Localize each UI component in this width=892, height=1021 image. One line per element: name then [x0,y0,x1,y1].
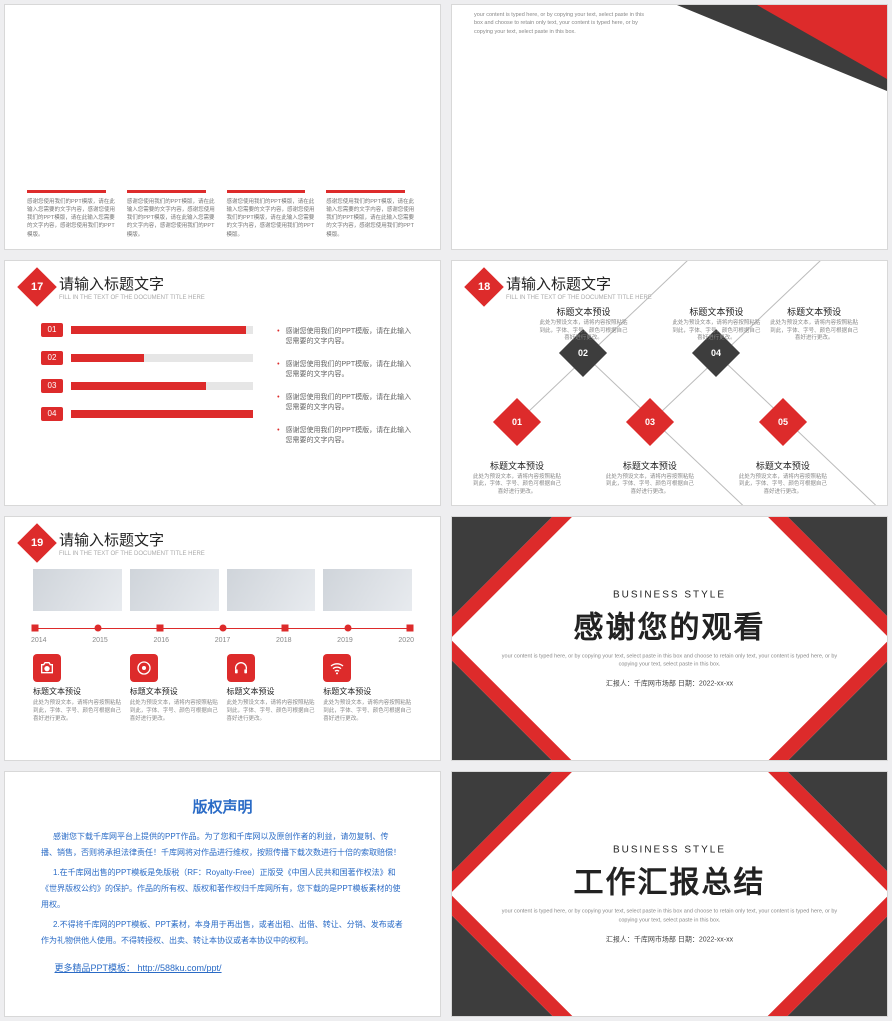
cover-eyebrow: BUSINESS STYLE [496,589,844,600]
flow-node: 05 [759,398,807,446]
bar-label: 02 [41,351,63,365]
timeline-dot [32,624,39,631]
icon-column: 标题文本预设此处为预设文本，请将内容按照粘贴到此，字体、字号、颜色可根据自己喜好… [323,654,412,724]
timeline-dot [94,624,101,631]
timeline-year: 2020 [398,637,414,644]
timeline-year: 2018 [276,637,292,644]
timeline-dot [157,624,164,631]
timeline-year: 2015 [92,637,108,644]
bar-label: 01 [41,323,63,337]
timeline-dot [344,624,351,631]
flow-label-bottom: 标题文本预设此处为预设文本，请将内容按照粘贴到此，字体、字号、颜色可根据自己喜好… [605,459,695,497]
top-col: 感谢您使用我们的PPT模版，请在此输入您需要的文字内容，感谢您使用我们的PPT模… [127,190,219,239]
slide-subtitle: FILL IN THE TEXT OF THE DOCUMENT TITLE H… [59,295,205,301]
copyright-p2: 1.在千库网出售的PPT模板是免版税（RF：Royalty-Free）正版受《中… [41,865,404,913]
note-item: 感谢您使用我们的PPT模版，请在此输入您需要的文字内容。 [277,327,412,348]
top-col: 感谢您使用我们的PPT模版，请在此输入您需要的文字内容，感谢您使用我们的PPT模… [227,190,319,239]
wifi-icon [323,654,351,682]
timeline-photo [323,569,412,611]
headphones-icon [227,654,255,682]
copyright-p1: 感谢您下载千库网平台上提供的PPT作品。为了您和千库网以及原创作者的利益，请勿复… [41,829,404,861]
timeline-photo [227,569,316,611]
slide-20-thanks: BUSINESS STYLE 感谢您的观看 your content is ty… [451,516,888,762]
timeline-year: 2019 [337,637,353,644]
flow-label-top: 标题文本预设此处为预设文本，请将内容按照粘贴到此，字体、字号、颜色可根据自己喜好… [769,305,859,343]
slide-title: 请输入标题文字 [506,273,652,294]
bar-row: 01 [41,323,253,337]
bar-row: 02 [41,351,253,365]
note-item: 感谢您使用我们的PPT模版，请在此输入您需要的文字内容。 [277,426,412,447]
flow-label-bottom: 标题文本预设此处为预设文本，请将内容按照粘贴到此，字体、字号、颜色可根据自己喜好… [738,459,828,497]
slide-19: 19 请输入标题文字 FILL IN THE TEXT OF THE DOCUM… [4,516,441,762]
timeline-year: 2014 [31,637,47,644]
cover-headline: 工作汇报总结 [496,858,844,902]
slide-17: 17 请输入标题文字 FILL IN THE TEXT OF THE DOCUM… [4,260,441,506]
cover-headline: 感谢您的观看 [496,602,844,646]
note-item: 感谢您使用我们的PPT模版，请在此输入您需要的文字内容。 [277,393,412,414]
slide-title: 请输入标题文字 [59,529,205,550]
slide-16-text: your content is typed here, or by copyin… [474,11,654,36]
slide-16-partial: your content is typed here, or by copyin… [451,4,888,250]
timeline-photo [130,569,219,611]
slide-21-copyright: 版权声明 感谢您下载千库网平台上提供的PPT作品。为了您和千库网以及原创作者的利… [4,771,441,1017]
cover-footer: 汇报人：千库网市场部 日期：2022-xx-xx [496,934,844,944]
slide-18: 18 请输入标题文字 FILL IN THE TEXT OF THE DOCUM… [451,260,888,506]
bar-track [71,326,253,334]
copyright-p3: 2.不得将千库网的PPT模板、PPT素材，本身用于再出售，或者出租、出借、转让、… [41,917,404,949]
bar-label: 04 [41,407,63,421]
flow-label-top: 标题文本预设此处为预设文本，请将内容按照粘贴到此，字体、字号、颜色可根据自己喜好… [538,305,628,343]
timeline-dot [407,624,414,631]
slide-15-partial: 感谢您使用我们的PPT模版，请在此输入您需要的文字内容，感谢您使用我们的PPT模… [4,4,441,250]
icon-column: 标题文本预设此处为预设文本，请将内容按照粘贴到此，字体、字号、颜色可根据自己喜好… [227,654,316,724]
bar-track [71,410,253,418]
bar-track [71,382,253,390]
cover-eyebrow: BUSINESS STYLE [496,845,844,856]
icon-column: 标题文本预设此处为预设文本，请将内容按照粘贴到此，字体、字号、颜色可根据自己喜好… [130,654,219,724]
flow-label-top: 标题文本预设此处为预设文本，请将内容按照粘贴到此，字体、字号、颜色可根据自己喜好… [671,305,761,343]
copyright-link[interactable]: 更多精品PPT模板： http://588ku.com/ppt/ [41,959,404,977]
top-col: 感谢您使用我们的PPT模版，请在此输入您需要的文字内容，感谢您使用我们的PPT模… [326,190,418,239]
slide-number-diamond: 19 [17,523,57,563]
slide-subtitle: FILL IN THE TEXT OF THE DOCUMENT TITLE H… [59,551,205,557]
bar-label: 03 [41,379,63,393]
slide-subtitle: FILL IN THE TEXT OF THE DOCUMENT TITLE H… [506,295,652,301]
cover-sub: your content is typed here, or by copyin… [496,652,844,669]
copyright-title: 版权声明 [41,796,404,817]
bar-track [71,354,253,362]
slide-number-diamond: 17 [17,267,57,307]
top-col: 感谢您使用我们的PPT模版，请在此输入您需要的文字内容，感谢您使用我们的PPT模… [27,190,119,239]
camera-icon [33,654,61,682]
timeline-year: 2016 [153,637,169,644]
disc-icon [130,654,158,682]
bar-row: 04 [41,407,253,421]
bar-row: 03 [41,379,253,393]
timeline-dot [282,624,289,631]
cover-footer: 汇报人：千库网市场部 日期：2022-xx-xx [496,678,844,688]
note-item: 感谢您使用我们的PPT模版，请在此输入您需要的文字内容。 [277,360,412,381]
timeline-year: 2017 [215,637,231,644]
icon-column: 标题文本预设此处为预设文本，请将内容按照粘贴到此，字体、字号、颜色可根据自己喜好… [33,654,122,724]
flow-label-bottom: 标题文本预设此处为预设文本，请将内容按照粘贴到此，字体、字号、颜色可根据自己喜好… [472,459,562,497]
cover-sub: your content is typed here, or by copyin… [496,908,844,925]
timeline-photo [33,569,122,611]
timeline-dot [219,624,226,631]
slide-title: 请输入标题文字 [59,273,205,294]
slide-22-title: BUSINESS STYLE 工作汇报总结 your content is ty… [451,771,888,1017]
slide-number-diamond: 18 [464,267,504,307]
